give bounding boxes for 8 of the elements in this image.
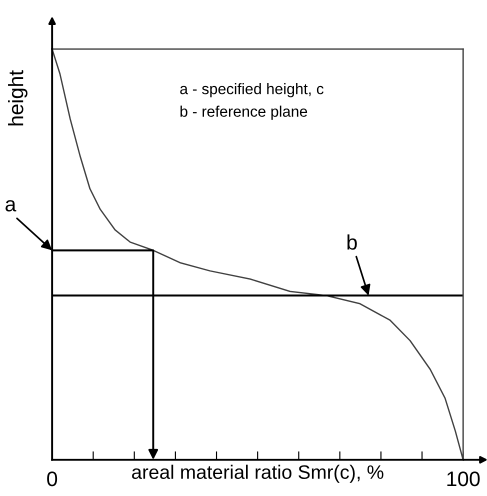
ref-line-label: a bbox=[6, 200, 16, 212]
y-axis-title: height bbox=[8, 70, 28, 126]
x-axis-title: areal material ratio Smr(c), % bbox=[132, 464, 384, 483]
x-tick-label: 100 bbox=[447, 471, 480, 486]
annotation: b - reference plane bbox=[180, 106, 308, 120]
ref-line-label: b bbox=[347, 234, 357, 250]
annotation: a - specified height, c bbox=[180, 83, 324, 98]
x-tick-label: 0 bbox=[47, 471, 58, 486]
